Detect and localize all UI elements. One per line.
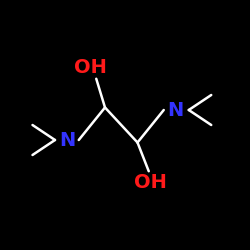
Text: OH: OH <box>74 58 106 77</box>
Text: OH: OH <box>134 173 166 192</box>
Text: N: N <box>167 100 183 119</box>
Text: N: N <box>60 130 76 150</box>
